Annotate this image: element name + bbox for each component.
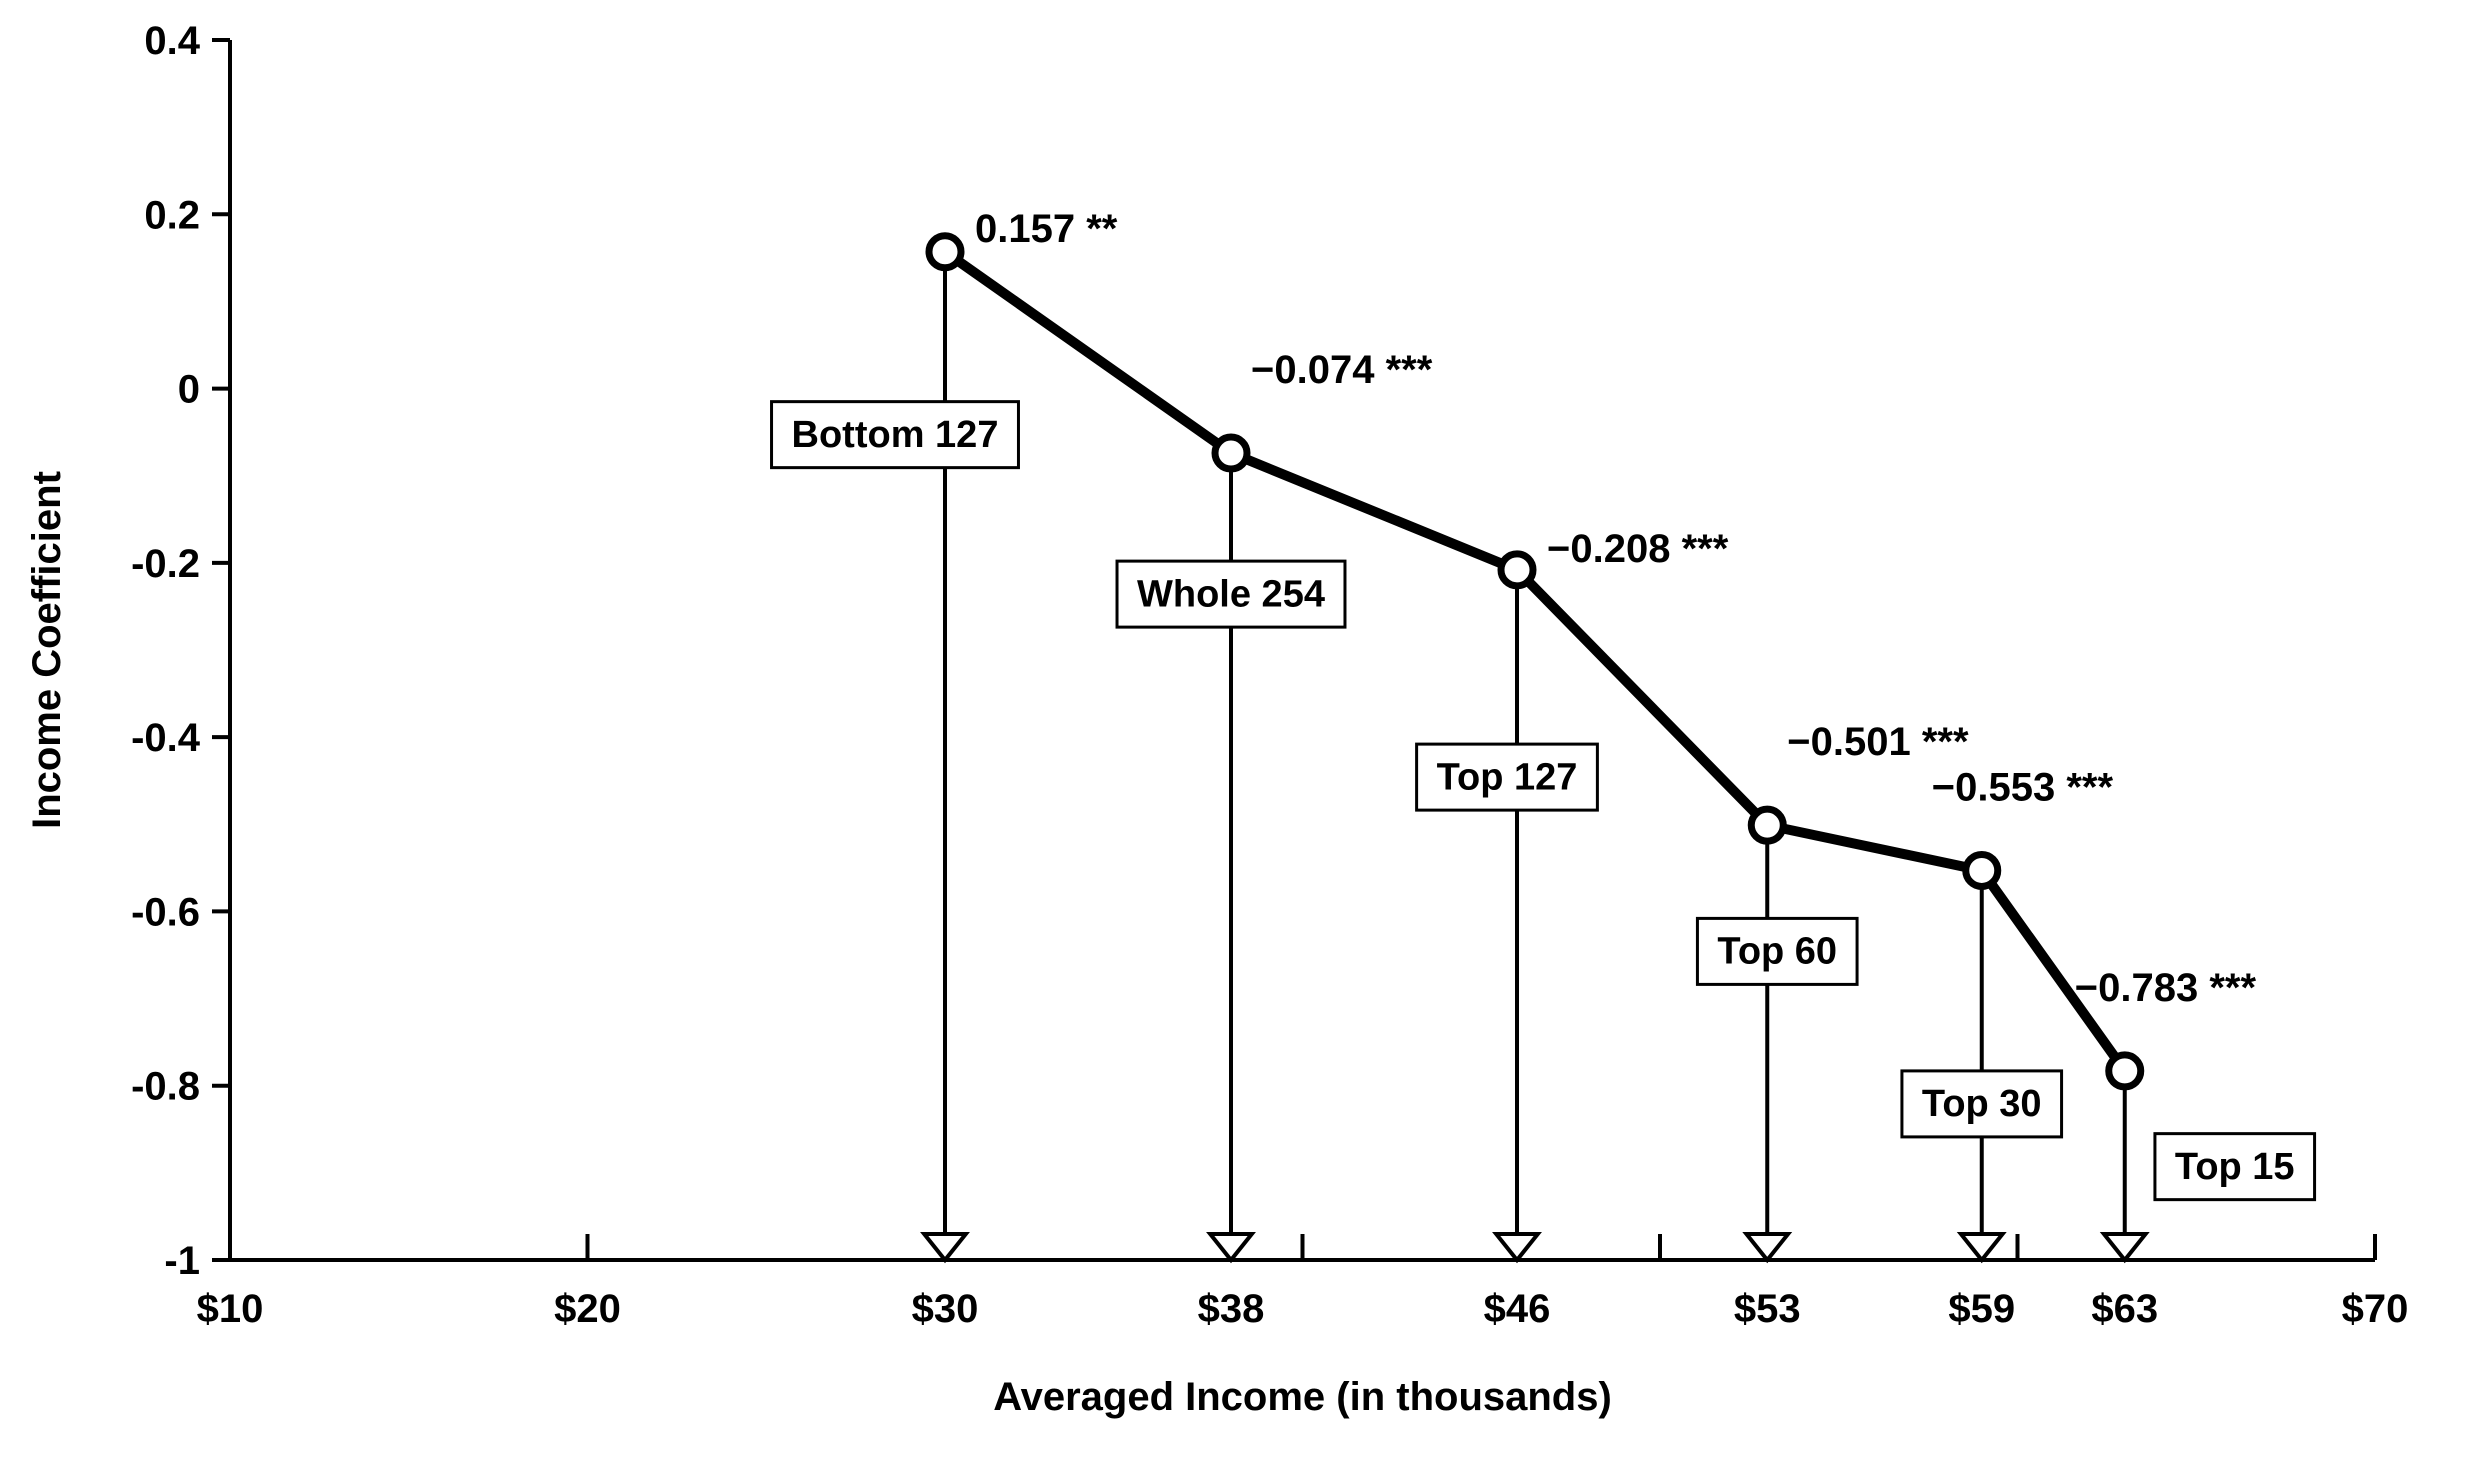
category-box-label: Top 15 bbox=[2175, 1146, 2295, 1188]
y-tick-label: 0 bbox=[178, 368, 200, 412]
y-tick-label: -0.2 bbox=[131, 542, 200, 586]
x-axis-label: Averaged Income (in thousands) bbox=[993, 1375, 1612, 1419]
data-point-marker bbox=[1215, 437, 1247, 469]
category-box: Whole 254 bbox=[1117, 561, 1345, 627]
category-box-label: Bottom 127 bbox=[792, 414, 999, 456]
category-box-label: Top 127 bbox=[1437, 756, 1578, 798]
point-value-label: −0.783 *** bbox=[2075, 966, 2257, 1010]
data-point-marker bbox=[1966, 854, 1998, 886]
x-tick-label: $53 bbox=[1734, 1287, 1801, 1331]
x-tick-label: $30 bbox=[912, 1287, 979, 1331]
y-tick-label: -0.6 bbox=[131, 890, 200, 934]
data-point-marker bbox=[2109, 1055, 2141, 1087]
point-value-label: −0.074 *** bbox=[1251, 348, 1433, 392]
x-tick-label: $63 bbox=[2091, 1287, 2158, 1331]
point-value-label: −0.501 *** bbox=[1787, 720, 1969, 764]
y-tick-label: -0.4 bbox=[131, 716, 201, 760]
y-tick-label: 0.4 bbox=[144, 19, 200, 63]
x-tick-label: $46 bbox=[1484, 1287, 1551, 1331]
x-tick-label: $20 bbox=[554, 1287, 621, 1331]
data-point-marker bbox=[1501, 554, 1533, 586]
category-box: Top 127 bbox=[1417, 744, 1598, 810]
data-point-marker bbox=[1751, 809, 1783, 841]
x-tick-label: $38 bbox=[1198, 1287, 1265, 1331]
chart-container: $10 $20 $30 $38 $46 $53 $59 $63 $70 Averaged Inco… bbox=[0, 0, 2481, 1470]
point-value-label: −0.208 *** bbox=[1547, 527, 1729, 571]
category-box: Top 60 bbox=[1697, 918, 1857, 984]
y-tick-label: 0.2 bbox=[144, 193, 200, 237]
income-coefficient-chart: $10 $20 $30 $38 $46 $53 $59 $63 $70 Averaged Inco… bbox=[0, 0, 2481, 1470]
y-tick-label: -0.8 bbox=[131, 1065, 200, 1109]
point-value-label: 0.157 ** bbox=[975, 207, 1118, 251]
x-tick-label: $10 bbox=[197, 1287, 264, 1331]
category-box-label: Top 60 bbox=[1717, 931, 1837, 973]
y-tick-label: -1 bbox=[164, 1239, 200, 1283]
x-tick-label: $70 bbox=[2342, 1287, 2409, 1331]
category-box: Bottom 127 bbox=[772, 402, 1019, 468]
category-box-label: Top 30 bbox=[1922, 1083, 2042, 1125]
category-box-label: Whole 254 bbox=[1137, 573, 1325, 615]
y-axis-label: Income Coefficient bbox=[25, 471, 69, 829]
category-box: Top 15 bbox=[2155, 1134, 2315, 1200]
point-value-label: −0.553 *** bbox=[1932, 765, 2114, 809]
category-box: Top 30 bbox=[1902, 1071, 2062, 1137]
data-point-marker bbox=[929, 236, 961, 268]
x-tick-label: $59 bbox=[1948, 1287, 2015, 1331]
